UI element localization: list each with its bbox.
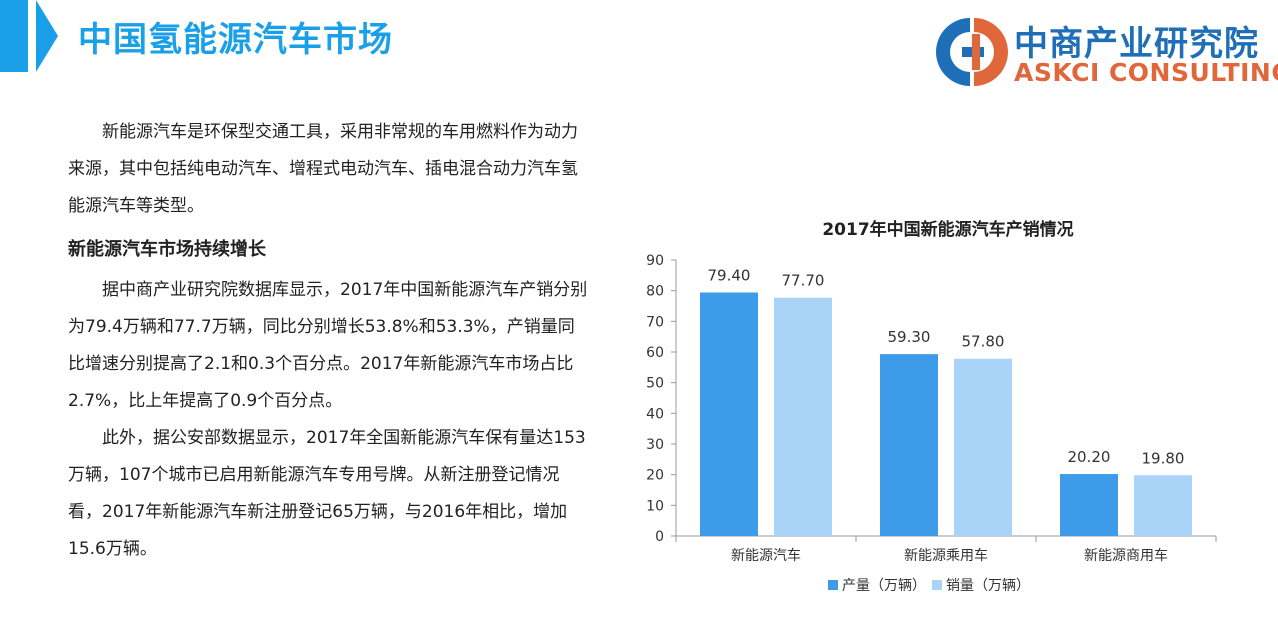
bar-data-label: 19.80 [1142,449,1185,467]
y-tick-label: 90 [646,253,664,269]
bar-production [880,354,938,536]
y-tick-label: 20 [646,468,664,484]
x-category-label: 新能源乘用车 [904,547,988,564]
bar-data-label: 57.80 [962,333,1005,351]
bar-sales [1134,475,1192,536]
intro-paragraph: 新能源汽车是环保型交通工具，采用非常规的车用燃料作为动力来源，其中包括纯电动汽车… [68,122,578,216]
page-title: 中国氢能源汽车市场 [78,20,393,60]
x-category-label: 新能源汽车 [731,547,801,564]
bar-data-label: 79.40 [708,267,751,285]
y-tick-label: 60 [646,345,664,361]
bar-data-label: 59.30 [888,328,931,346]
bar-sales [954,358,1012,536]
legend-swatch [828,580,838,590]
bar-data-label: 20.20 [1068,448,1111,466]
logo-text-en: ASKCI CONSULTING [1014,58,1278,87]
title-accent [0,0,60,78]
logo-mark-icon [936,18,1008,86]
company-logo: 中商产业研究院 ASKCI CONSULTING [932,14,1278,90]
legend-label: 销量（万辆） [946,578,1030,594]
bar-production [1060,474,1118,536]
title-accent-chevron [36,0,58,72]
legend-label: 产量（万辆） [842,578,926,594]
bar-chart-svg: 2017年中国新能源汽车产销情况 0 10 20 30 40 50 60 70 80 90 新能源汽车… [646,219,1217,594]
y-tick-label: 10 [646,498,664,514]
y-tick-label: 40 [646,406,664,422]
logo-text-cn: 中商产业研究院 [1014,24,1259,64]
y-tick-label: 0 [655,529,664,545]
article-body: 新能源汽车是环保型交通工具，采用非常规的车用燃料作为动力来源，其中包括纯电动汽车… [68,114,588,568]
market-paragraph-1: 据中商产业研究院数据库显示，2017年中国新能源汽车产销分别为79.4万辆和77… [68,280,588,411]
section-subheading: 新能源汽车市场持续增长 [68,239,266,260]
y-tick-label: 80 [646,284,664,300]
y-tick-label: 50 [646,376,664,392]
chart-title: 2017年中国新能源汽车产销情况 [822,219,1073,240]
production-sales-chart: 2017年中国新能源汽车产销情况 0 10 20 30 40 50 60 70 80 90 新能源汽车… [620,200,1270,620]
bar-data-label: 77.70 [782,272,825,290]
market-paragraph-2: 此外，据公安部数据显示，2017年全国新能源汽车保有量达153万辆，107个城市… [68,428,586,559]
bar-sales [774,297,832,536]
y-tick-label: 30 [646,437,664,453]
bar-production [700,292,758,536]
x-category-label: 新能源商用车 [1084,547,1168,564]
legend-swatch [932,580,942,590]
y-tick-label: 70 [646,314,664,330]
title-accent-bar [0,0,28,72]
